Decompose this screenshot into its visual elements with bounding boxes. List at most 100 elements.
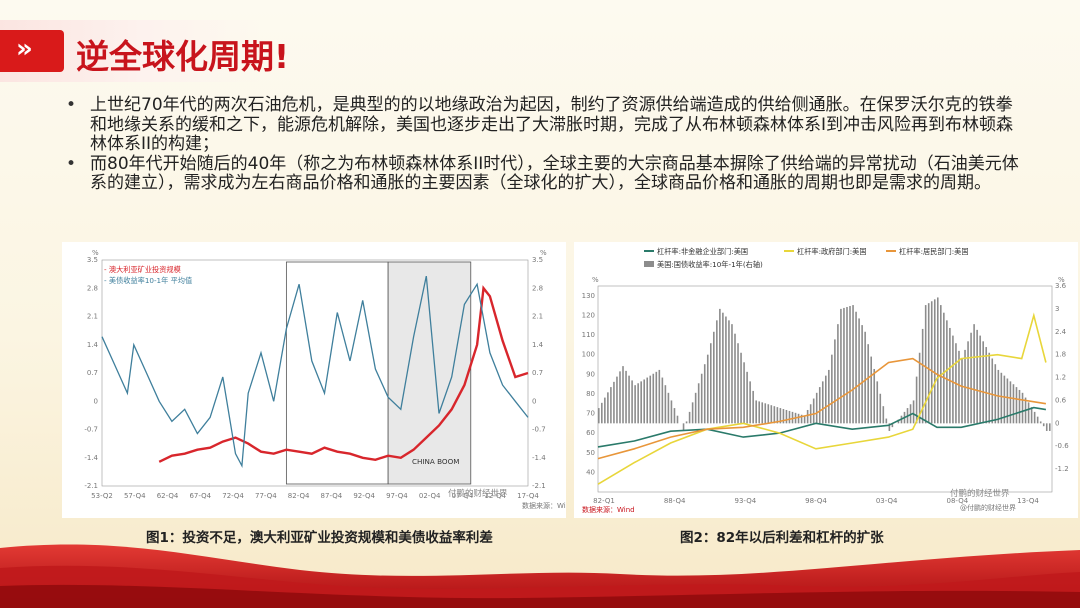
chart-2-bar	[1048, 423, 1051, 431]
chart-1-xtick: 12-Q4	[484, 492, 506, 500]
chart-2-bar	[870, 356, 872, 424]
chart-2-series	[597, 312, 1047, 485]
chart-2-bar	[1045, 423, 1048, 431]
chart-2-bar	[1036, 416, 1039, 424]
chart-2-bar	[991, 358, 994, 424]
chart-2-bar	[782, 409, 785, 424]
chart-2-bar	[803, 415, 806, 424]
chart-2-bar	[1042, 423, 1045, 427]
chart-1-ytick-left: 0.7	[87, 369, 98, 377]
chart-2-bar	[988, 352, 991, 424]
chart-2-bar	[1012, 384, 1015, 424]
chart-2-unit-left: %	[592, 276, 599, 284]
chart-1-source: 数据来源：Wind	[522, 501, 566, 510]
chart-2-ytick-right: -1.2	[1055, 465, 1069, 473]
chart-2-xtick: 88-Q4	[664, 497, 686, 505]
chart-2-bar	[791, 411, 794, 424]
chart-2-bar	[927, 303, 930, 424]
chart-2-ytick-right: 3	[1055, 305, 1059, 313]
chart-2-axes: 40 50 60 70 80 90 100 110 120 130 -1.2 -0.6 0 0.6 1.2 1…	[582, 282, 1070, 505]
chart-1-xtick: 07-Q4	[452, 492, 474, 500]
chart-2-bar	[734, 333, 736, 424]
chart-panel-1: -2.1 -1.4 -0.7 0 0.7 1.4 2.1 2.8 3.5 -2.1 -1.4 -0.7…	[62, 242, 566, 518]
chart-1-xtick: 97-Q4	[386, 492, 408, 500]
chart-2-bar	[767, 404, 770, 424]
chart-2-bar	[743, 362, 745, 424]
chart-1-ytick-right: -0.7	[532, 426, 546, 434]
chart-2-watermark: 付鹏的财经世界	[950, 488, 1010, 499]
chart-1-xtick: 53-Q2	[91, 492, 113, 500]
chart-2-bar	[846, 306, 848, 424]
chart-1-svg: -2.1 -1.4 -0.7 0 0.7 1.4 2.1 2.8 3.5 -2.1 -1.4 -0.7…	[84, 249, 566, 510]
chart-2-bar	[764, 403, 767, 424]
chart-1-series	[101, 275, 529, 469]
chart-2-xtick: 03-Q4	[876, 497, 898, 505]
chart-2-ytick-left: 110	[582, 331, 595, 339]
chart-2-bar	[897, 419, 900, 424]
chart-1-xtick: 02-Q4	[419, 492, 441, 500]
chart-1-xtick: 87-Q4	[321, 492, 343, 500]
chart-2-bar	[613, 381, 615, 424]
chart-2-bar	[849, 306, 851, 424]
chart-2-bars	[598, 297, 1051, 431]
chart-2-bar	[697, 383, 700, 424]
chart-2-frame	[597, 285, 1053, 493]
chart-1-xtick: 72-Q4	[222, 492, 244, 500]
chart-1-ytick-left: 2.1	[87, 313, 98, 321]
chart-2-bar	[818, 387, 821, 424]
chart-2-bar	[994, 364, 997, 424]
chart-2-bar	[806, 409, 809, 424]
chart-2-source-right: @付鹏的财经世界	[960, 503, 1016, 512]
chart-2-bar	[930, 301, 933, 424]
chart-2-bar	[861, 325, 863, 424]
chart-2-bar	[1003, 375, 1006, 424]
chart-1-xtick: 67-Q4	[189, 492, 211, 500]
chart-2-bar	[652, 373, 655, 424]
chart-2-bar	[888, 423, 891, 431]
chart-2-bar	[952, 335, 954, 424]
chart-2-bar	[864, 331, 866, 424]
chart-2-bar	[961, 358, 963, 424]
chart-1-caption: 图1：投资不足，澳大利亚矿业投资规模和美债收益率利差	[146, 530, 493, 546]
chart-1-axes: -2.1 -1.4 -0.7 0 0.7 1.4 2.1 2.8 3.5 -2.1 -1.4 -0.7…	[84, 256, 546, 500]
chart-2-bar	[731, 324, 733, 424]
chart-2-bar	[646, 377, 649, 424]
chart-2-bar	[667, 392, 670, 424]
chart-2-bar	[631, 380, 633, 424]
page-title: 逆全球化周期!	[76, 37, 290, 76]
chart-2-bar	[706, 354, 709, 424]
chart-2-ytick-left: 70	[586, 410, 595, 418]
chart-2-bar	[834, 339, 836, 424]
chart-1-legend-blue: - 美债收益率10-1年 平均值	[104, 276, 192, 285]
chart-2-bar	[809, 404, 812, 424]
chart-2-bar	[616, 376, 618, 424]
bullet-list: 上世纪70年代的两次石油危机，是典型的的以地缘政治为起因，制约了资源供给端造成的…	[66, 95, 1026, 194]
chart-2-bar	[607, 392, 609, 424]
chart-2-xtick: 98-Q4	[805, 497, 827, 505]
chart-panel-2: 40 50 60 70 80 90 100 110 120 130 -1.2 -0.6 0 0.6 1.2 1…	[574, 242, 1078, 518]
chart-2-caption: 图2：82年以后利差和杠杆的扩张	[680, 530, 884, 546]
chart-2-bar	[949, 327, 951, 424]
chart-2-bar	[649, 375, 652, 424]
chart-2-bar	[970, 332, 972, 424]
chart-2-legend-corp: 杠杆率:非金融企业部门:美国	[657, 247, 748, 256]
chart-2-bar	[625, 370, 627, 424]
chart-2-bar	[1027, 402, 1030, 424]
chart-2-ytick-right: 3.6	[1055, 282, 1067, 290]
chart-2-bar	[852, 305, 854, 424]
chart-2-bar	[700, 373, 703, 424]
chart-2-bar	[800, 414, 803, 424]
chart-2-bar	[755, 400, 757, 424]
chart-2-bar	[967, 341, 969, 424]
chart-2-bar	[713, 331, 715, 424]
chart-2-bar	[728, 320, 730, 424]
chart-2-bar	[746, 371, 748, 424]
chart-2-bar	[885, 418, 888, 424]
chart-2-bar	[694, 392, 697, 424]
chart-2-bar	[812, 398, 815, 424]
chart-2-bar	[973, 324, 975, 424]
chart-2-bar	[891, 423, 894, 428]
chart-2-bar	[719, 308, 721, 424]
chart-1-watermark: 付鹏的财经世界	[448, 488, 508, 499]
chart-2-bar	[670, 400, 673, 424]
